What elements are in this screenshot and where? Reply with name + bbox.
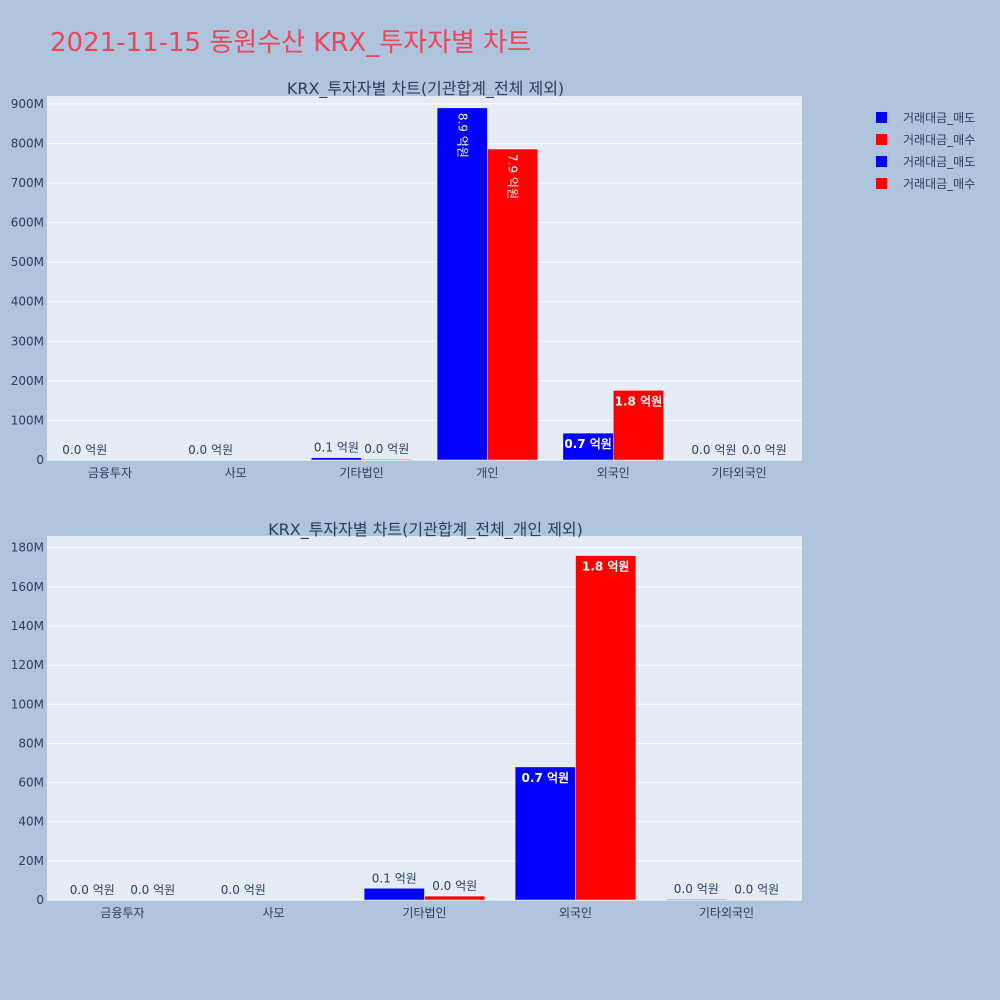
bar-sell [562,432,614,461]
legend-item-sell-2[interactable]: 거래대금_매도 [876,150,975,172]
bar-value-label: 0.1 억원 [314,441,359,455]
x-tick-label: 금융투자 [88,466,132,480]
legend-swatch [876,155,887,167]
bar-sell [665,898,727,901]
y-tick-label: 180M [11,541,44,555]
bar-value-label: 8.9 억원 [455,113,469,158]
bar-sell [436,107,488,461]
bar-value-label: 1.8 억원 [615,394,663,408]
x-tick-label: 기타법인 [402,906,446,920]
y-tick-label: 700M [11,176,44,190]
bar-value-label: 0.0 억원 [364,442,409,456]
x-tick-label: 기타외국인 [711,466,766,480]
y-tick-label: 60M [18,776,44,790]
x-tick-label: 기타외국인 [699,906,754,920]
bar-sell [311,457,362,461]
legend-swatch [876,133,887,145]
y-tick-label: 20M [18,854,44,868]
y-tick-label: 0 [36,453,44,467]
plot-background [47,536,802,900]
bar-buy [361,458,413,461]
bar-sell [514,766,576,901]
legend-item-buy-2[interactable]: 거래대금_매수 [876,172,975,194]
legend-label: 거래대금_매수 [903,132,976,147]
bar-value-label: 0.0 억원 [62,443,107,457]
bar-value-label: 0.7 억원 [564,437,612,451]
y-tick-label: 800M [11,136,44,150]
legend-swatch [876,177,887,189]
legend-label: 거래대금_매수 [903,176,976,191]
y-tick-label: 500M [11,255,44,269]
y-tick-label: 0 [36,893,44,907]
y-tick-label: 200M [11,374,44,388]
y-tick-label: 600M [11,216,44,230]
page-title: 2021-11-15 동원수산 KRX_투자자별 차트 [50,28,532,58]
x-tick-label: 외국인 [597,466,630,480]
legend-item-buy-1[interactable]: 거래대금_매수 [876,128,975,150]
legend-label: 거래대금_매도 [903,154,976,169]
y-tick-label: 80M [18,736,44,750]
plot-background [47,96,802,460]
bar-value-label: 0.0 억원 [130,883,175,897]
bar-value-label: 0.0 억원 [734,882,779,896]
y-tick-label: 100M [11,697,44,711]
bar-value-label: 0.0 억원 [742,443,787,457]
bar-buy [726,899,788,901]
y-tick-label: 160M [11,580,44,594]
bar-buy [424,895,486,901]
y-tick-label: 300M [11,334,44,348]
legend-item-sell-1[interactable]: 거래대금_매도 [876,106,975,128]
bar-value-label: 1.8 억원 [582,560,630,574]
bar-value-label: 0.0 억원 [674,882,719,896]
bar-value-label: 0.0 억원 [691,443,736,457]
legend[interactable]: 거래대금_매도 거래대금_매수 거래대금_매도 거래대금_매수 [876,106,975,194]
x-tick-label: 사모 [225,466,247,480]
y-tick-label: 900M [11,97,44,111]
x-tick-label: 금융투자 [100,906,144,920]
bar-value-label: 0.0 억원 [188,443,233,457]
y-tick-label: 400M [11,295,44,309]
x-tick-label: 기타법인 [339,466,383,480]
x-tick-label: 개인 [476,466,498,480]
bar-value-label: 7.9 억원 [506,154,520,199]
legend-swatch [876,111,887,123]
bar-buy [613,390,664,461]
y-tick-label: 120M [11,658,44,672]
bar-value-label: 0.1 억원 [372,871,417,885]
x-tick-label: 외국인 [559,906,592,920]
bar-value-label: 0.0 억원 [70,883,115,897]
y-tick-label: 40M [18,815,44,829]
x-tick-label: 사모 [262,906,284,920]
bar-value-label: 0.7 억원 [522,771,570,785]
bar-sell [363,888,425,901]
chart-title: KRX_투자자별 차트(기관합계_전체_개인 제외) [268,520,583,540]
chart-title: KRX_투자자별 차트(기관합계_전체 제외) [287,79,564,99]
legend-label: 거래대금_매도 [903,110,976,125]
y-tick-label: 140M [11,619,44,633]
y-tick-label: 100M [11,413,44,427]
bar-value-label: 0.0 억원 [432,879,477,893]
bar-value-label: 0.0 억원 [221,883,266,897]
bar-buy [575,555,637,901]
bar-buy [487,148,538,461]
